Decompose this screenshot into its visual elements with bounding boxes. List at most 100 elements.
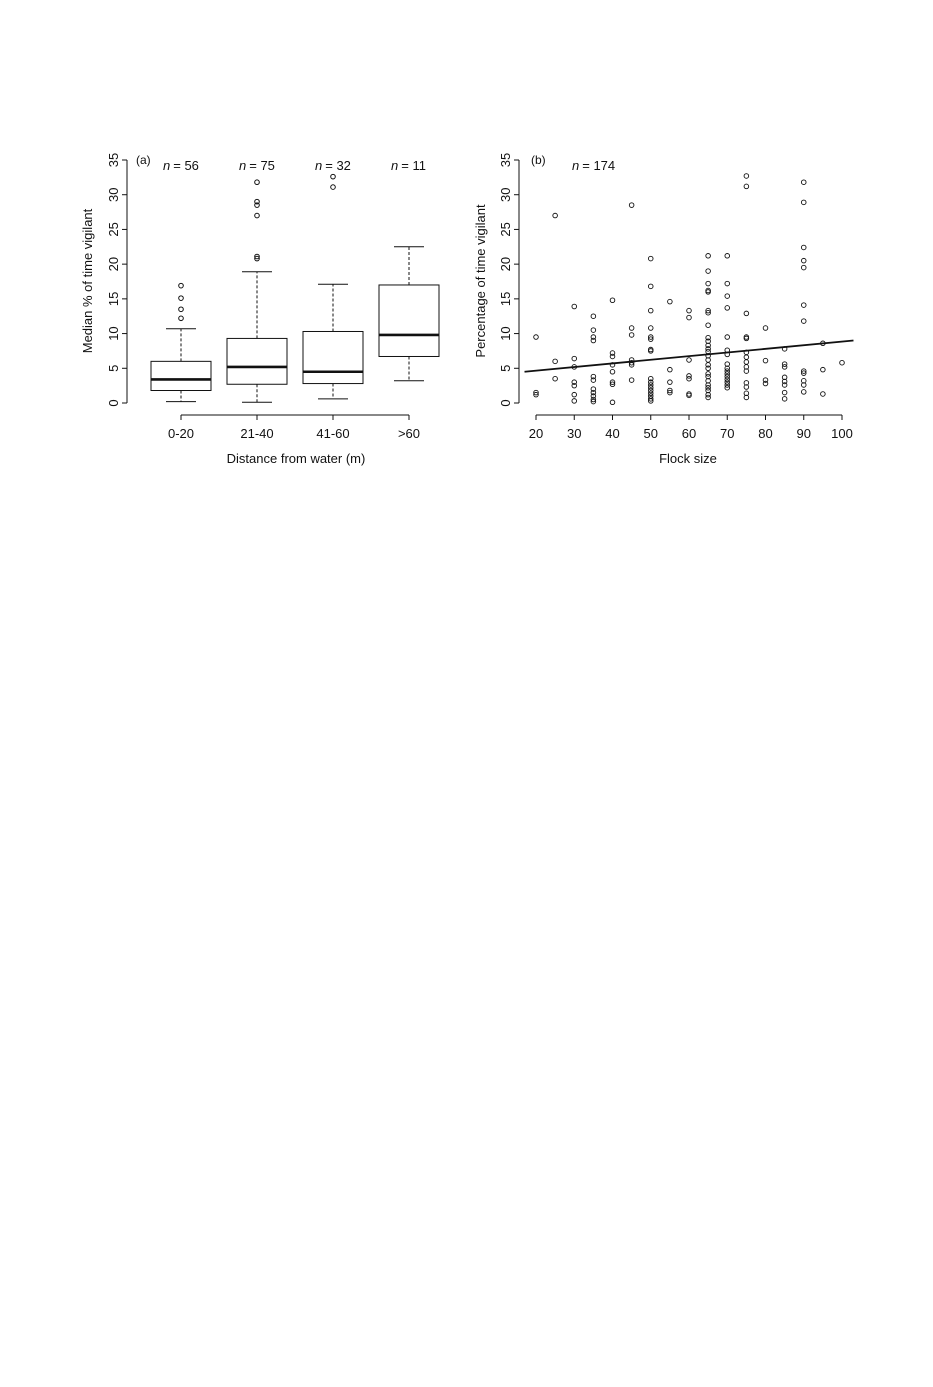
scatter-point (781, 378, 788, 385)
panel-a-x-tick-label: >60 (398, 426, 420, 441)
panel-a-n-label: n = 11 (391, 158, 426, 173)
panel-a-n-value: = 75 (249, 158, 275, 173)
scatter-point (705, 384, 711, 391)
scatter-point (590, 393, 597, 399)
panel-a-n-prefix: n (391, 158, 398, 173)
scatter-point (781, 361, 788, 367)
panel-b-x-tick-label: 40 (605, 426, 619, 441)
panel-a-y-tick-label: 15 (106, 292, 121, 306)
panel-b-y-tick-label: 35 (498, 153, 513, 167)
scatter-point (667, 389, 673, 396)
scatter-point (724, 253, 731, 259)
panel-a-x-tick-label: 21-40 (240, 426, 273, 441)
scatter-point (628, 359, 635, 366)
scatter-point (801, 179, 807, 185)
panel-b-x-tick-label: 90 (797, 426, 811, 441)
scatter-point (667, 366, 673, 373)
panel-b-x-tick-label: 50 (644, 426, 658, 441)
scatter-point (648, 379, 654, 385)
box-outlier (254, 179, 260, 186)
panel-b-x-tick-label: 20 (529, 426, 543, 441)
panel-b-x-axis-label: Flock size (659, 451, 717, 466)
scatter-point (781, 396, 788, 402)
scatter-point (705, 342, 711, 349)
panel-a-boxplot: (a) Median % of time vigilant Distance f… (80, 153, 440, 466)
scatter-point (628, 325, 635, 331)
scatter-point (571, 398, 578, 404)
panel-a-y-tick-label: 10 (106, 326, 121, 340)
box-outlier (330, 173, 336, 180)
scatter-point (781, 389, 788, 396)
scatter-point (609, 297, 616, 303)
scatter-point (781, 364, 788, 370)
scatter-point (552, 212, 558, 219)
scatter-point (571, 382, 578, 389)
scatter-point (648, 307, 654, 314)
scatter-point (820, 366, 826, 373)
scatter-point (628, 377, 635, 383)
scatter-point (590, 334, 597, 340)
panel-a-n-prefix: n (315, 158, 322, 173)
scatter-point (743, 384, 750, 390)
panel-b-x-tick-label: 30 (567, 426, 581, 441)
scatter-point (705, 309, 711, 316)
panel-a-y-tick-label: 0 (106, 399, 121, 406)
scatter-point (590, 386, 597, 392)
scatter-point (801, 302, 807, 308)
panel-a-label: (a) (136, 153, 151, 167)
scatter-point (571, 391, 578, 398)
scatter-point (609, 399, 616, 406)
scatter-point (705, 382, 711, 388)
scatter-point (724, 371, 731, 377)
scatter-point (705, 334, 711, 341)
panel-b-label: (b) (531, 153, 546, 167)
panel-b-scatter: (b) Percentage of time vigilant Flock si… (473, 153, 854, 466)
scatter-point (762, 377, 769, 383)
panel-b-n-value: = 174 (582, 158, 615, 173)
box-outlier (254, 202, 260, 208)
scatter-point (552, 358, 558, 365)
scatter-point (705, 307, 711, 314)
scatter-point (705, 371, 711, 377)
scatter-point (590, 396, 597, 403)
scatter-point (590, 313, 597, 319)
panel-a-n-label: n = 75 (239, 158, 275, 173)
box-iqr (150, 360, 212, 392)
panel-b-y-tick-label: 0 (498, 399, 513, 406)
scatter-point (705, 289, 711, 295)
scatter-point (648, 390, 654, 397)
scatter-point (801, 382, 807, 388)
box-outlier (254, 212, 260, 219)
figure: (a) Median % of time vigilant Distance f… (0, 0, 933, 520)
panel-a-n-value: = 11 (401, 158, 426, 173)
panel-a-x-tick-label: 0-20 (168, 426, 194, 441)
scatter-point (648, 396, 654, 402)
scatter-point (743, 310, 750, 317)
scatter-point (743, 183, 750, 190)
panel-b-x-tick-label: 100 (831, 426, 853, 441)
box-iqr (378, 284, 440, 357)
box-outlier (254, 253, 260, 260)
panel-b-n-prefix: n (572, 158, 579, 173)
panel-a-x-tick-label: 41-60 (316, 426, 349, 441)
panel-b-x-tick-label: 80 (758, 426, 772, 441)
panel-b-y-tick-label: 5 (498, 365, 513, 372)
scatter-point (571, 355, 578, 362)
panel-b-x-tick-label: 70 (720, 426, 734, 441)
scatter-point (801, 318, 807, 324)
scatter-point (590, 337, 597, 344)
scatter-point (571, 379, 578, 385)
scatter-point (667, 387, 673, 394)
scatter-point (705, 322, 711, 328)
box->60 (378, 246, 440, 382)
box-outlier (178, 282, 184, 289)
box-iqr (226, 337, 288, 385)
panel-a-n-label: n = 32 (315, 158, 351, 173)
scatter-point (686, 307, 692, 314)
scatter-point (533, 334, 539, 340)
panel-a-y-tick-label: 25 (106, 222, 121, 236)
panel-a-n-label: n = 56 (163, 158, 199, 173)
panel-b-y-axis-label: Percentage of time vigilant (473, 204, 488, 358)
scatter-point (648, 255, 654, 262)
scatter-point (590, 377, 597, 383)
